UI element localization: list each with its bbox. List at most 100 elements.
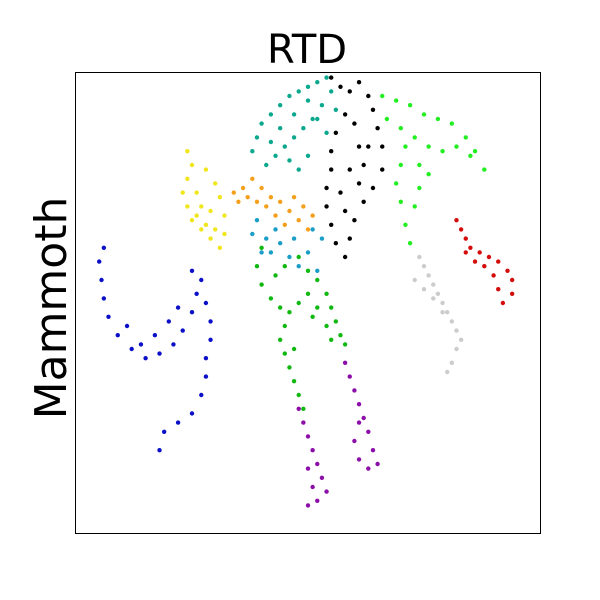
scatter-point: [440, 300, 445, 306]
scatter-point: [194, 190, 199, 195]
scatter-point: [463, 250, 468, 255]
scatter-point: [445, 369, 450, 375]
scatter-point: [296, 218, 301, 223]
scatter-point: [347, 167, 352, 172]
scatter-point: [361, 162, 366, 168]
scatter-point: [259, 121, 264, 126]
scatter-point: [129, 346, 134, 352]
scatter-point: [268, 250, 274, 255]
scatter-point: [366, 429, 371, 434]
scatter-point: [315, 80, 320, 85]
scatter-series-9: [254, 245, 348, 411]
scatter-point: [426, 172, 431, 177]
scatter-point: [329, 337, 334, 342]
scatter-point: [217, 245, 223, 250]
scatter-point: [431, 296, 436, 301]
scatter-point: [356, 457, 362, 462]
scatter-point: [431, 282, 436, 287]
scatter-point: [310, 116, 315, 122]
scatter-point: [287, 93, 292, 99]
scatter-series-10: [296, 360, 380, 508]
scatter-point: [333, 107, 339, 113]
scatter-point: [468, 153, 473, 158]
scatter-point: [472, 149, 478, 154]
chart-title: RTD: [267, 27, 347, 73]
scatter-point: [338, 333, 343, 338]
scatter-point: [342, 112, 348, 117]
scatter-point: [496, 287, 501, 292]
scatter-point: [296, 89, 301, 94]
scatter-point: [463, 236, 468, 241]
scatter-point: [291, 379, 297, 384]
scatter-point: [333, 241, 339, 246]
scatter-series-6: [380, 93, 487, 246]
scatter-point: [370, 185, 376, 191]
scatter-point: [315, 116, 320, 122]
scatter-point: [185, 149, 190, 154]
scatter-point: [417, 185, 422, 191]
scatter-point: [101, 296, 107, 301]
scatter-point: [213, 181, 218, 186]
scatter-point: [273, 227, 278, 232]
scatter-point: [477, 250, 482, 255]
scatter-point: [250, 176, 255, 181]
scatter-point: [203, 222, 209, 227]
scatter-point: [208, 236, 213, 241]
scatter-point: [449, 121, 455, 126]
scatter-point: [189, 411, 195, 416]
scatter-point: [482, 167, 487, 172]
scatter-point: [259, 245, 264, 250]
scatter-point: [208, 337, 213, 342]
scatter-point: [342, 208, 348, 214]
scatter-point: [268, 112, 274, 117]
scatter-point: [277, 241, 283, 246]
scatter-series-3: [250, 218, 325, 273]
scatter-point: [189, 218, 195, 223]
scatter-point: [208, 319, 213, 324]
scatter-point: [268, 139, 274, 145]
scatter-point: [398, 199, 403, 204]
scatter-point: [175, 420, 181, 425]
scatter-point: [384, 116, 390, 122]
scatter-point: [291, 135, 297, 140]
scatter-point: [157, 448, 162, 453]
scatter-point: [291, 236, 297, 241]
scatter-point: [277, 126, 283, 131]
scatter-point: [101, 245, 107, 250]
scatter-point: [338, 190, 343, 195]
scatter-point: [301, 204, 306, 209]
scatter-point: [305, 250, 311, 255]
scatter-point: [287, 254, 292, 260]
scatter-point: [287, 158, 292, 163]
scatter-point: [412, 204, 417, 209]
scatter-point: [264, 162, 269, 168]
scatter-point: [203, 374, 209, 379]
plot-frame: [75, 72, 541, 534]
scatter-point: [296, 300, 301, 306]
scatter-point: [273, 273, 278, 278]
scatter-point: [254, 218, 260, 223]
scatter-point: [152, 333, 158, 338]
scatter-point: [287, 208, 292, 214]
scatter-point: [342, 342, 348, 347]
scatter-point: [305, 227, 311, 232]
scatter-point: [231, 190, 236, 195]
scatter-point: [352, 121, 357, 126]
scatter-point: [454, 218, 459, 223]
scatter-point: [203, 300, 209, 306]
scatter-point: [393, 98, 399, 103]
scatter-point: [259, 185, 264, 191]
scatter-point: [417, 162, 422, 168]
scatter-series-7: [454, 218, 515, 306]
scatter-point: [315, 277, 320, 283]
scatter-point: [185, 204, 190, 209]
scatter-point: [445, 310, 450, 315]
scatter-point: [440, 149, 445, 154]
scatter-point: [194, 291, 199, 296]
scatter-point: [421, 287, 427, 292]
scatter-point: [268, 195, 274, 200]
scatter-point: [486, 254, 492, 260]
scatter-point: [305, 466, 311, 471]
